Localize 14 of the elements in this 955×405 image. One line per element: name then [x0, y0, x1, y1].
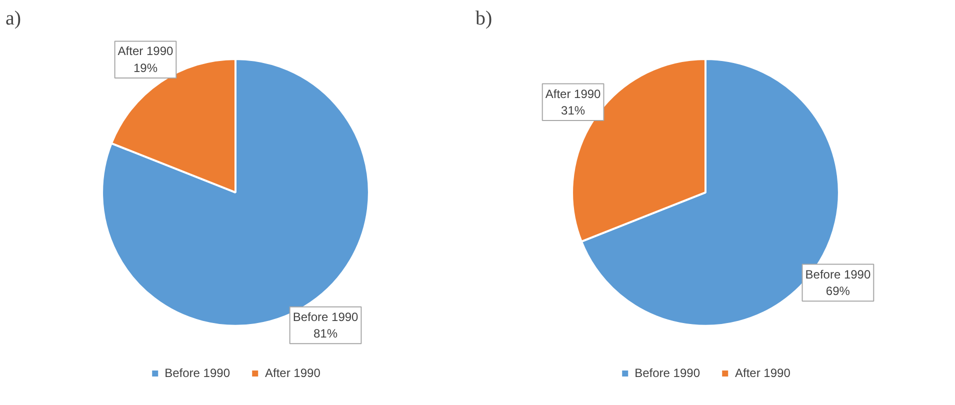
slice-label: Before 1990 [805, 267, 871, 282]
slice-label: After 1990 [545, 86, 602, 101]
data-label: 69% [826, 284, 850, 298]
chart-title: a) [6, 8, 22, 30]
legend-label: Before 1990 [634, 366, 700, 380]
slice-label: Before 1990 [292, 310, 359, 324]
data-label: 31% [561, 104, 586, 118]
data-label: 81% [314, 326, 338, 341]
chart-title: b) [476, 8, 492, 30]
data-label: 19% [133, 60, 158, 75]
slice-label: After 1990 [118, 44, 174, 58]
legend-label: After 1990 [735, 366, 790, 380]
legend-label: Before 1990 [164, 366, 230, 380]
legend-label: After 1990 [265, 366, 320, 380]
